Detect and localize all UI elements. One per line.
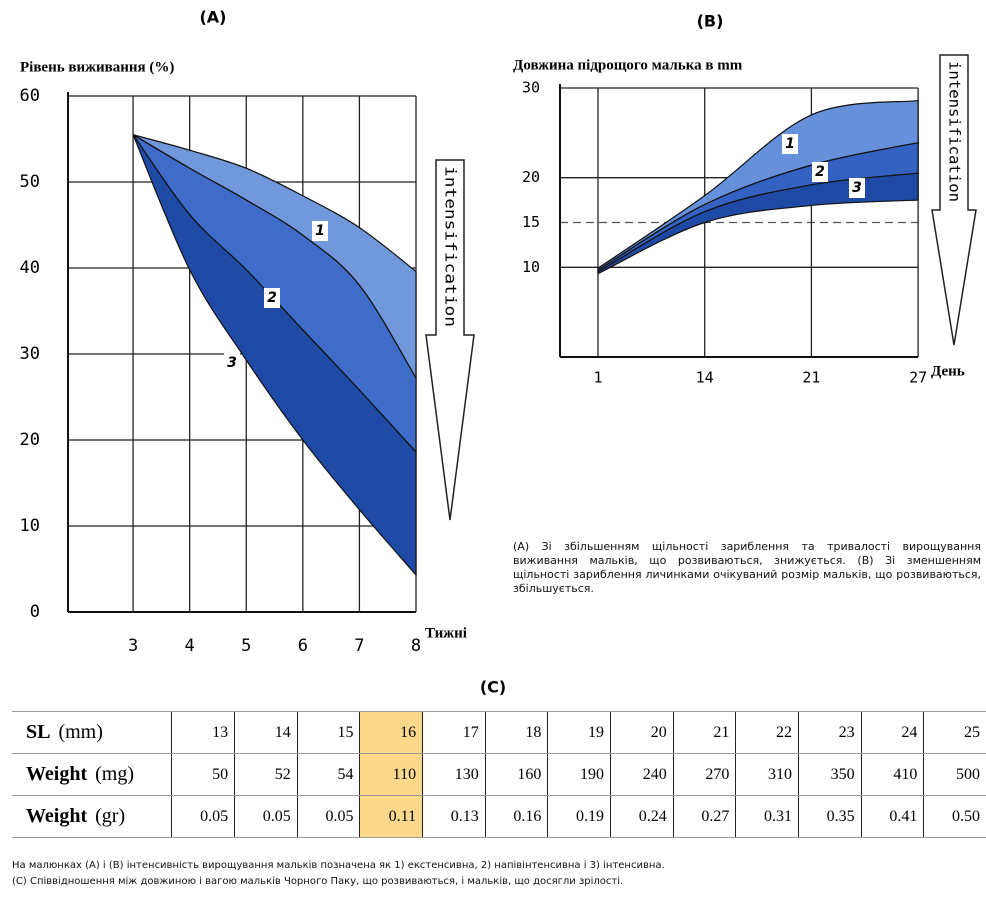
x-axis-title: Тижні: [425, 625, 467, 641]
y-tick-label: 40: [20, 258, 40, 278]
table-cell: 110: [360, 754, 423, 796]
x-tick-label: 4: [185, 636, 195, 656]
row-label: Weight (mg): [12, 754, 172, 796]
y-tick-label: 30: [20, 344, 40, 364]
table-cell: 20: [611, 712, 674, 754]
x-tick-label: 8: [411, 636, 421, 656]
band-label: 2: [267, 290, 277, 306]
band-label: 3: [227, 355, 237, 371]
y-tick-label: 50: [20, 172, 40, 192]
x-tick-label: 14: [696, 369, 714, 387]
table-cell: 16: [360, 712, 423, 754]
row-label-name: Weight: [26, 763, 87, 785]
band-label: 1: [785, 136, 795, 152]
band-label: 3: [852, 180, 862, 196]
y-tick-label: 15: [522, 213, 540, 231]
table-cell: 500: [924, 754, 986, 796]
y-tick-label: 10: [522, 258, 540, 276]
footnote: (C) Співвідношення між довжиною і вагою …: [12, 874, 665, 890]
x-tick-label: 7: [354, 636, 364, 656]
row-label-unit: (mm): [58, 721, 102, 743]
y-axis-title: Рівень виживання (%): [20, 59, 174, 75]
table-cell: 25: [924, 712, 986, 754]
table-cell: 14: [235, 712, 298, 754]
table-cell: 0.50: [924, 796, 986, 838]
y-tick-label: 20: [522, 168, 540, 186]
table-cell: 21: [673, 712, 736, 754]
x-tick-label: 5: [241, 636, 251, 656]
row-label: Weight (gr): [12, 796, 172, 838]
caption: (A) Зі збільшенням щільності зариблення …: [513, 540, 981, 596]
x-tick-label: 3: [128, 636, 138, 656]
table-cell: 0.05: [297, 796, 360, 838]
y-tick-label: 30: [522, 79, 540, 97]
table-cell: 24: [861, 712, 924, 754]
x-tick-label: 1: [593, 369, 602, 387]
band-label: 2: [815, 164, 825, 180]
table-cell: 0.05: [235, 796, 298, 838]
x-axis-title: День: [931, 363, 965, 379]
arrow-label: intensification: [442, 166, 460, 327]
table-cell: 310: [736, 754, 799, 796]
page: (A) (B) (C) 0102030405060345678123Рівень…: [0, 0, 986, 899]
y-tick-label: 60: [20, 86, 40, 106]
row-label-unit: (mg): [95, 763, 134, 785]
table-cell: 350: [799, 754, 862, 796]
table-cell: 0.11: [360, 796, 423, 838]
table-cell: 19: [548, 712, 611, 754]
row-label: SL (mm): [12, 712, 172, 754]
x-tick-label: 27: [909, 369, 927, 387]
table-cell: 190: [548, 754, 611, 796]
table-cell: 17: [423, 712, 486, 754]
table-cell: 15: [297, 712, 360, 754]
table-cell: 0.41: [861, 796, 924, 838]
table-cell: 13: [172, 712, 235, 754]
table-cell: 18: [485, 712, 548, 754]
table-cell: 160: [485, 754, 548, 796]
row-label-name: SL: [26, 721, 50, 743]
table-cell: 50: [172, 754, 235, 796]
panel-title: (B): [697, 12, 724, 31]
footnote: На малюнках (A) і (B) інтенсивність виро…: [12, 858, 665, 874]
table-cell: 0.19: [548, 796, 611, 838]
band-label: 1: [315, 223, 325, 239]
table-cell: 240: [611, 754, 674, 796]
table-cell: 0.31: [736, 796, 799, 838]
panel-title: (C): [480, 678, 506, 697]
row-label-name: Weight: [26, 805, 87, 827]
table-cell: 0.13: [423, 796, 486, 838]
footnotes: На малюнках (A) і (B) інтенсивність виро…: [12, 858, 665, 890]
table-cell: 0.05: [172, 796, 235, 838]
y-tick-label: 0: [30, 602, 40, 622]
panel-title: (A): [199, 8, 226, 27]
y-tick-label: 10: [20, 516, 40, 536]
table-cell: 0.24: [611, 796, 674, 838]
table-cell: 270: [673, 754, 736, 796]
table-cell: 0.27: [673, 796, 736, 838]
table-cell: 130: [423, 754, 486, 796]
y-tick-label: 20: [20, 430, 40, 450]
x-tick-label: 6: [298, 636, 308, 656]
row-label-unit: (gr): [95, 805, 125, 827]
table-cell: 0.16: [485, 796, 548, 838]
table-cell: 54: [297, 754, 360, 796]
table-cell: 23: [799, 712, 862, 754]
table-cell: 52: [235, 754, 298, 796]
table-cell: 0.35: [799, 796, 862, 838]
y-axis-title: Довжина підрощого малька в mm: [513, 57, 743, 73]
x-tick-label: 21: [802, 369, 820, 387]
table-cell: 22: [736, 712, 799, 754]
table-cell: 410: [861, 754, 924, 796]
arrow-label: intensification: [946, 61, 964, 202]
